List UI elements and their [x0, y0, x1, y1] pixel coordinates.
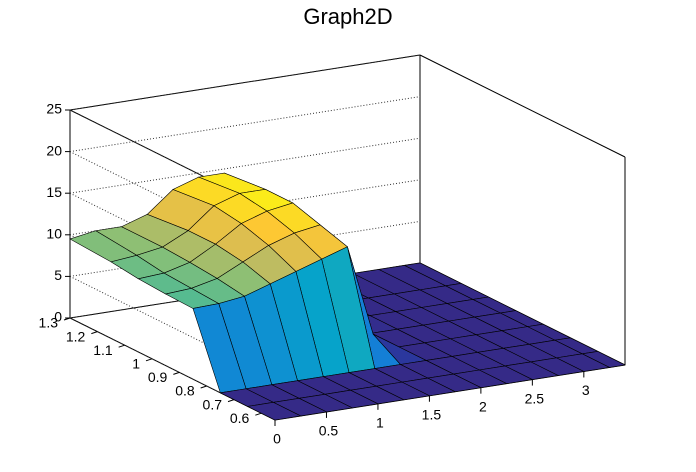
grid-line — [69, 54, 421, 111]
box-edge — [419, 54, 626, 158]
x-tick-label: 3 — [582, 382, 590, 398]
y-tick-label: 1 — [132, 356, 140, 372]
z-tick-label: 20 — [46, 142, 62, 158]
x-tick-label: 2.5 — [525, 390, 545, 406]
x-tick-label: 1.5 — [422, 406, 442, 422]
y-tick-label: 0.9 — [148, 369, 168, 385]
y-tick — [255, 412, 262, 416]
y-tick — [91, 331, 98, 335]
y-tick — [200, 385, 207, 389]
y-tick-label: 0.7 — [203, 396, 223, 412]
y-tick — [227, 399, 235, 403]
x-tick-label: 2 — [479, 398, 487, 414]
grid-line — [69, 275, 276, 379]
y-tick-label: 0.8 — [175, 383, 195, 399]
z-tick-label: 10 — [46, 226, 62, 242]
x-tick-label: 0 — [273, 431, 281, 447]
y-tick-label: 1.2 — [66, 328, 86, 344]
y-tick-label: 0.6 — [230, 410, 250, 426]
grid-line — [69, 96, 421, 153]
y-tick-label: 1.3 — [39, 315, 59, 331]
y-tick — [173, 371, 180, 375]
z-tick-label: 25 — [46, 101, 62, 117]
y-tick — [145, 358, 153, 362]
x-tick-label: 1 — [376, 415, 384, 431]
grid-line — [69, 317, 276, 421]
y-tick — [63, 317, 71, 321]
grid-line — [69, 137, 421, 194]
y-tick — [118, 344, 125, 348]
y-tick-label: 1.1 — [93, 342, 113, 358]
z-tick-label: 5 — [54, 267, 62, 283]
surface-cell — [246, 402, 302, 421]
z-tick-label: 15 — [46, 184, 62, 200]
chart-title: Graph2D — [303, 4, 392, 29]
x-tick-label: 0.5 — [319, 423, 339, 439]
z-tick-label: 0 — [54, 309, 62, 325]
grid-line — [69, 109, 276, 213]
